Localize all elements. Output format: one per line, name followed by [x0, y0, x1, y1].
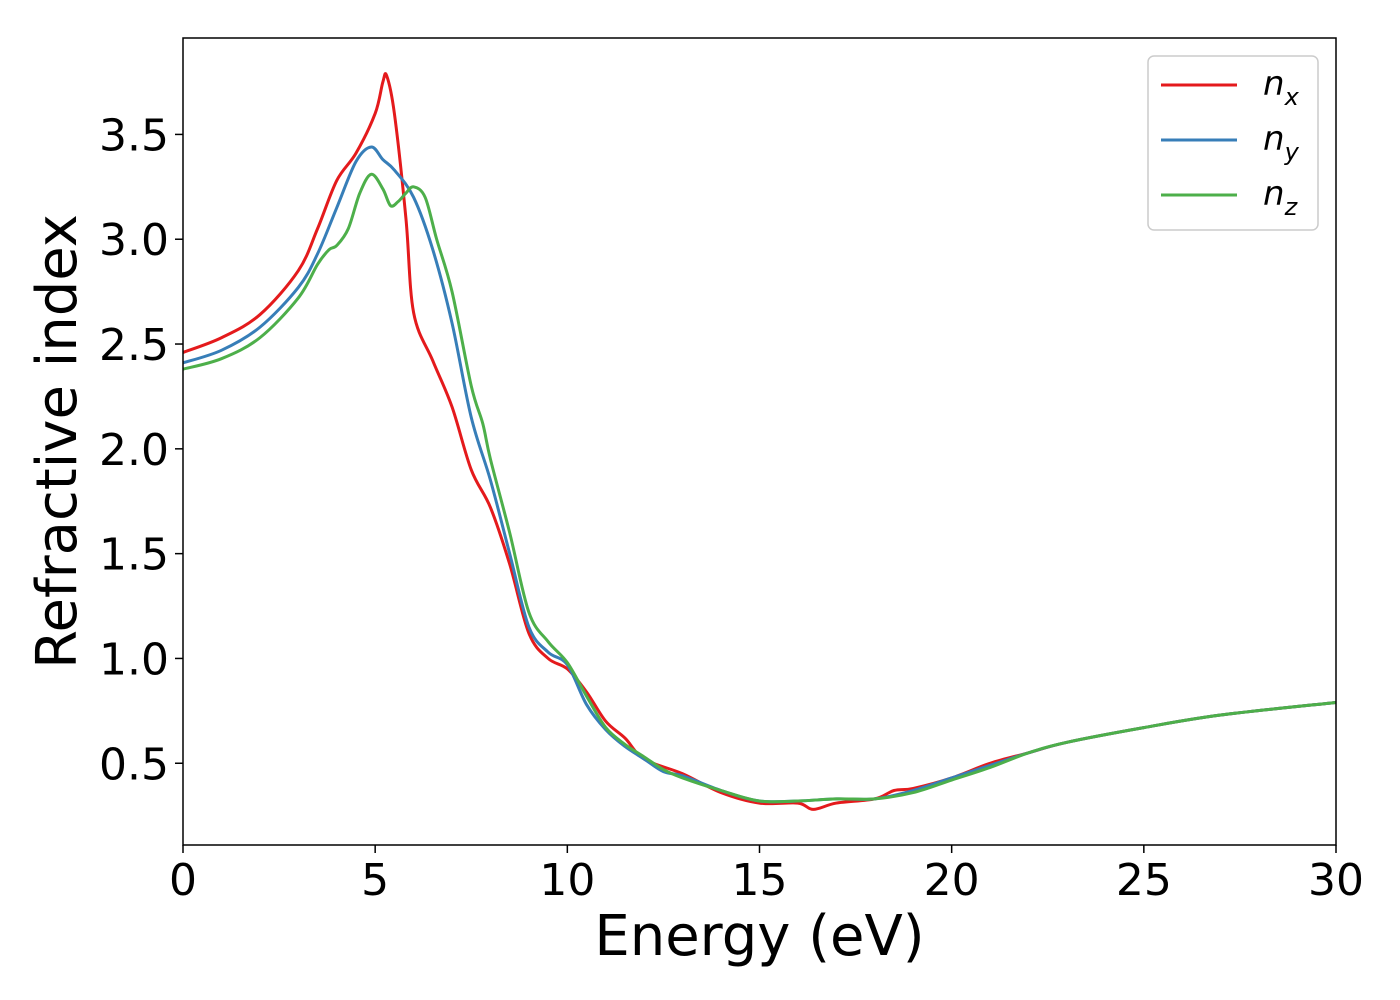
y-tick-label: 1.0 [99, 634, 169, 685]
x-tick-label: 30 [1308, 855, 1364, 906]
y-tick-label: 3.5 [99, 110, 169, 161]
series-line-ny [183, 145, 1336, 804]
legend-entry-nz: nz [1161, 174, 1299, 221]
y-axis-label: Refractive index [25, 214, 90, 669]
legend: nx ny nz [1147, 55, 1319, 231]
x-tick-label: 15 [732, 855, 788, 906]
legend-entry-ny: ny [1161, 119, 1300, 166]
legend-label: nx [1263, 64, 1300, 111]
y-tick-label: 3.0 [99, 215, 169, 266]
legend-box [1147, 55, 1319, 231]
y-tick-label: 0.5 [99, 739, 169, 790]
x-tick-label: 20 [924, 855, 980, 906]
legend-label: ny [1263, 119, 1300, 166]
legend-entry-nx: nx [1161, 64, 1300, 111]
x-tick-label: 0 [169, 855, 197, 906]
series-lines [183, 72, 1336, 811]
x-tick-label: 25 [1116, 855, 1172, 906]
y-tick-label: 1.5 [99, 530, 169, 581]
legend-label: nz [1263, 174, 1299, 221]
x-tick-label: 5 [361, 855, 389, 906]
x-axis-label: Energy (eV) [594, 904, 924, 969]
series-line-nz [183, 172, 1336, 804]
y-tick-label: 2.5 [99, 320, 169, 371]
axis-ticks: 0 5 10 15 20 25 30 0.5 1.0 1.5 2.0 2.5 3.0 3.5 [99, 110, 1364, 906]
x-tick-label: 10 [539, 855, 595, 906]
y-tick-label: 2.0 [99, 425, 169, 476]
